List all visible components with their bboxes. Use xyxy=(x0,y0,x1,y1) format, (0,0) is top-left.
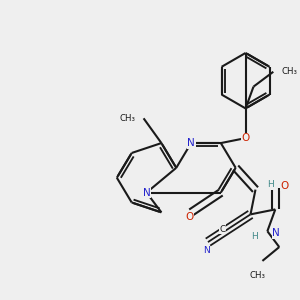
Text: N: N xyxy=(272,228,280,238)
Text: N: N xyxy=(187,138,195,148)
Text: O: O xyxy=(242,133,250,143)
Text: H: H xyxy=(267,180,274,189)
Text: CH₃: CH₃ xyxy=(120,114,136,123)
Text: N: N xyxy=(203,245,210,254)
Text: H: H xyxy=(251,232,257,241)
Text: O: O xyxy=(280,181,289,190)
Text: C: C xyxy=(220,225,226,234)
Text: N: N xyxy=(143,188,150,198)
Text: O: O xyxy=(185,212,193,222)
Text: CH₃: CH₃ xyxy=(250,271,266,280)
Text: CH₃: CH₃ xyxy=(281,67,297,76)
